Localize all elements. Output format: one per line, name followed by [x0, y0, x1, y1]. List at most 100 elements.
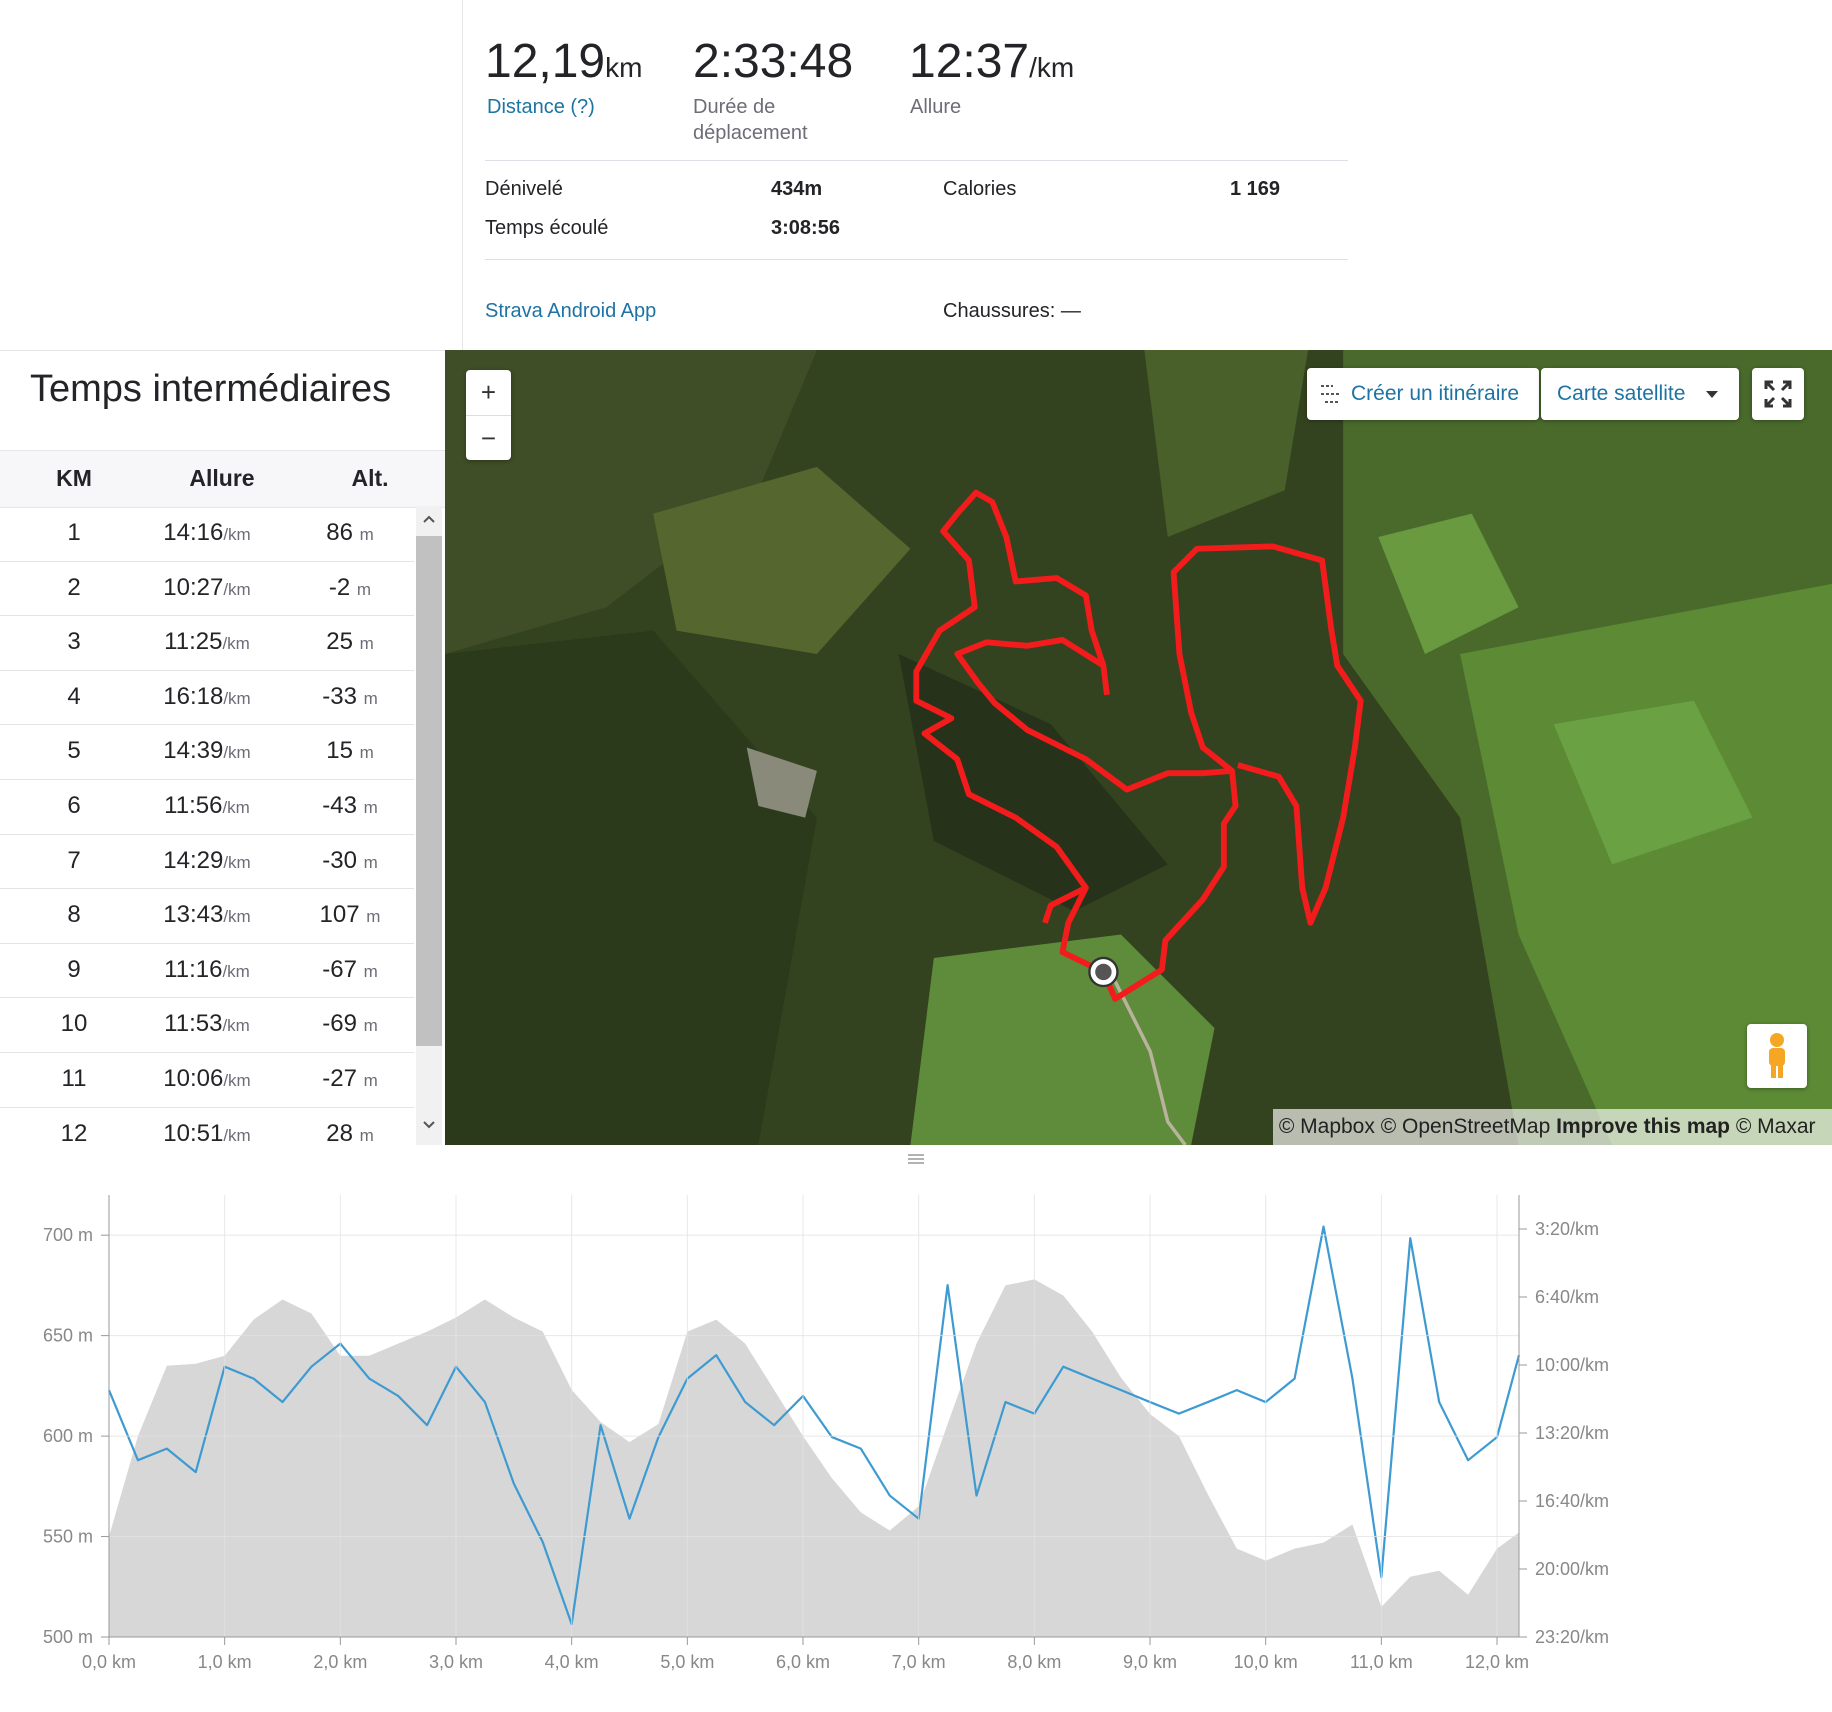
fullscreen-button[interactable] [1752, 368, 1804, 420]
resize-handle[interactable] [908, 1154, 924, 1164]
y-tick-label: 550 m [43, 1527, 93, 1547]
alt-cell: 25 m [300, 615, 400, 671]
split-row: 11 10:06/km -27 m [0, 1052, 414, 1108]
split-row: 8 13:43/km 107 m [0, 888, 414, 944]
alt-value: 25 [326, 628, 353, 656]
alt-cell: -27 m [300, 1052, 400, 1108]
alt-value: 28 [326, 1119, 353, 1145]
alt-value: -33 [322, 682, 357, 710]
alt-cell: 15 m [300, 724, 400, 780]
alt-value: -67 [322, 955, 357, 983]
street-view[interactable] [1747, 1024, 1807, 1088]
moving-time-value: 2:33:48 [693, 35, 854, 88]
column-header: Allure [189, 465, 255, 491]
x-tick-label: 4,0 km [545, 1652, 599, 1672]
attribution-item[interactable]: Improve this map [1556, 1115, 1731, 1138]
y-tick-label: 600 m [43, 1426, 93, 1446]
device-link[interactable]: Strava Android App [485, 300, 657, 322]
alt-unit: m [363, 1071, 378, 1090]
alt-cell: -2 m [300, 561, 400, 617]
alt-value: 15 [326, 737, 353, 765]
alt-unit: m [363, 852, 378, 872]
detail-label: Calories [943, 178, 1017, 200]
split-row: 5 14:39/km 15 m [0, 724, 414, 780]
alt-cell: -33 m [300, 670, 400, 726]
pegman [1769, 1033, 1785, 1078]
alt-value: -27 [322, 1065, 357, 1092]
pace-cell: 14:39/km [142, 724, 272, 780]
pace-cell: 13:43/km [142, 888, 272, 944]
distance-value: 12,19 [485, 35, 606, 88]
pace-cell: 14:29/km [142, 834, 272, 890]
route-button[interactable]: Créer un itinéraire [1307, 368, 1539, 420]
x-tick-label: 12,0 km [1465, 1652, 1529, 1672]
pace-value: 14:29 [163, 846, 224, 874]
y2-tick-label: 10:00/km [1535, 1355, 1609, 1375]
map-imagery [445, 350, 1832, 1145]
alt-value: -69 [322, 1010, 357, 1038]
elevation-area [109, 1279, 1519, 1637]
split-row: 6 11:56/km -43 m [0, 779, 414, 835]
pace-cell: 16:18/km [142, 670, 272, 726]
km-cell: 3 [67, 628, 81, 656]
split-row: 9 11:16/km -67 m [0, 943, 414, 999]
pace-unit: /km [223, 852, 251, 872]
column-header: KM [56, 465, 92, 491]
dropdown-caret [1706, 391, 1718, 398]
splits-panel [0, 350, 445, 1146]
pace-cell: 11:53/km [142, 997, 272, 1053]
attribution-item[interactable]: © Maxar [1735, 1115, 1816, 1138]
map[interactable]: + − Créer un itinéraire Carte satellite … [445, 350, 1832, 1145]
alt-unit: m [359, 634, 374, 654]
zoom-out[interactable]: − [480, 423, 497, 453]
scrollbar-thumb[interactable] [416, 536, 442, 1046]
km-cell: 9 [67, 955, 81, 983]
pace-label: Allure [910, 96, 962, 118]
x-tick-label: 0,0 km [82, 1652, 136, 1672]
pace-cell: 10:27/km [142, 561, 272, 617]
km-cell: 12 [60, 1119, 88, 1145]
pace-cell: 11:25/km [142, 615, 272, 671]
y-tick-label: 650 m [43, 1326, 93, 1346]
scroll-down[interactable] [422, 1120, 436, 1130]
attribution-item[interactable]: © Mapbox [1278, 1115, 1375, 1138]
alt-value: -2 [328, 573, 351, 601]
zoom-control: + − [466, 370, 511, 460]
zoom-in[interactable]: + [466, 370, 511, 416]
pace-value: 14:16 [163, 519, 224, 546]
alt-cell: 28 m [300, 1107, 400, 1145]
scroll-up[interactable] [422, 514, 436, 524]
elevation-pace-chart: 500 m 550 m 600 m 650 m 700 m 0,0 km 1,0 km 2,0… [43, 1154, 1609, 1672]
y2-tick-label: 16:40/km [1535, 1491, 1609, 1511]
split-row: 7 14:29/km -30 m [0, 834, 414, 890]
fullscreen-icon [1764, 380, 1792, 408]
column-header: Alt. [351, 465, 389, 491]
pace-cell: 11:16/km [142, 943, 272, 999]
divider [462, 0, 463, 350]
y2-tick-label: 13:20/km [1535, 1423, 1609, 1443]
pace-value: 11:53 [164, 1010, 223, 1038]
distance-label[interactable]: Distance (?) [487, 96, 595, 118]
split-row: 4 16:18/km -33 m [0, 670, 414, 726]
pace-unit: /km [223, 579, 251, 599]
attribution-item[interactable]: © OpenStreetMap [1380, 1115, 1551, 1138]
layer-button[interactable]: Carte satellite [1541, 368, 1739, 420]
pace-value: 12:37 [909, 35, 1030, 88]
alt-cell: -67 m [300, 943, 400, 999]
x-tick-label: 6,0 km [776, 1652, 830, 1672]
alt-unit: m [363, 688, 378, 708]
x-tick-label: 2,0 km [313, 1652, 367, 1672]
alt-unit: m [359, 1125, 374, 1145]
y-tick-label: 700 m [43, 1225, 93, 1245]
alt-value: -43 [322, 792, 357, 819]
pace-value: 16:18 [163, 682, 224, 710]
alt-value: 86 [326, 519, 353, 546]
km-cell: 6 [67, 792, 81, 819]
alt-value: -30 [322, 846, 357, 874]
pace-unit: /km [223, 907, 251, 927]
alt-cell: 107 m [300, 888, 400, 944]
scrollbar[interactable] [416, 506, 442, 1145]
pace-value: 10:51 [163, 1119, 224, 1145]
